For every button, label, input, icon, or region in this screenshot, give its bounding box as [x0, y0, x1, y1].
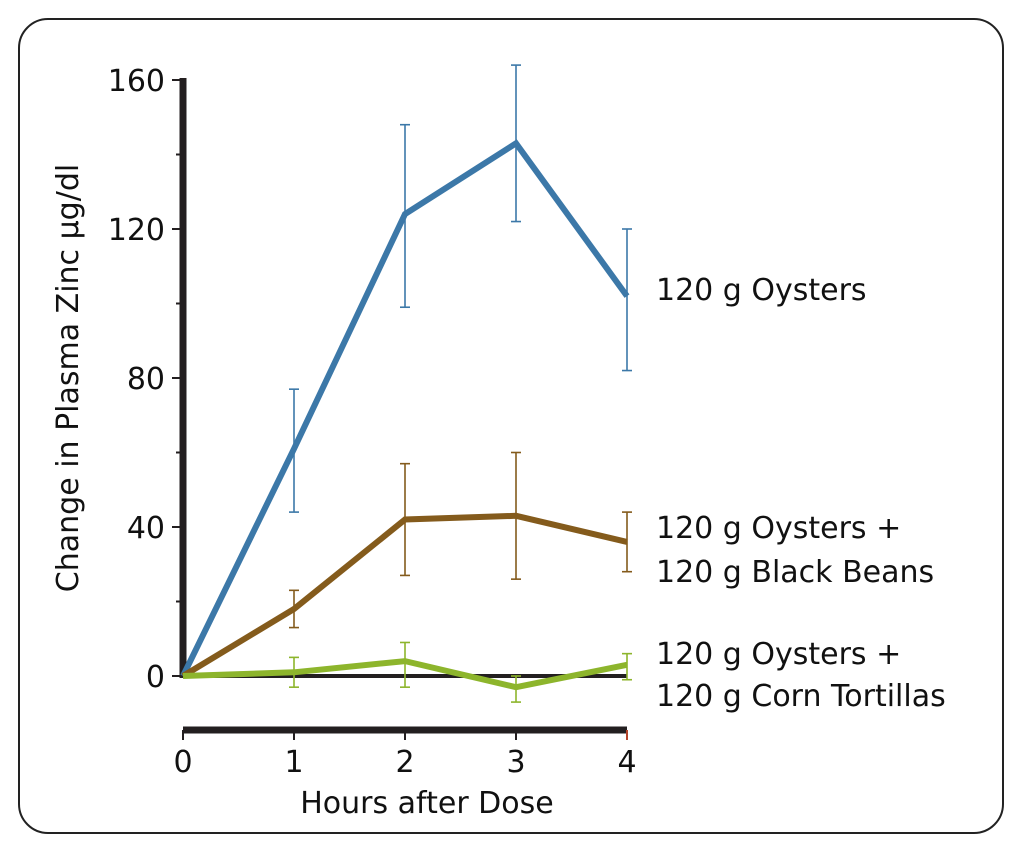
x-tick-label: 2 [395, 745, 414, 780]
series-label: 120 g Black Beans [656, 555, 934, 590]
x-tick-label: 3 [506, 745, 525, 780]
y-tick-label: 40 [127, 511, 165, 546]
series-label: 120 g Oysters + [656, 511, 901, 546]
tick-labels: 0 40 80 120 160 0 1 2 3 4 [108, 64, 637, 780]
y-tick-label: 160 [108, 64, 165, 99]
series-label: 120 g Oysters [656, 273, 867, 308]
x-tick-label: 1 [284, 745, 303, 780]
y-axis-title: Change in Plasma Zinc µg/dl [51, 164, 86, 592]
series-2 [181, 451, 632, 679]
series-3 [182, 641, 632, 703]
x-axis-title: Hours after Dose [300, 786, 553, 821]
x-tick-label: 0 [173, 745, 192, 780]
series-label: 120 g Corn Tortillas [656, 679, 946, 714]
series-1 [180, 64, 632, 678]
y-tick-label: 80 [127, 362, 165, 397]
y-tick-label: 0 [146, 660, 165, 695]
series-label: 120 g Oysters + [656, 637, 901, 672]
series-labels: 120 g Oysters 120 g Oysters + 120 g Black … [656, 273, 946, 714]
x-tick-label: 4 [617, 745, 636, 780]
y-tick-label: 120 [108, 213, 165, 248]
series-group [180, 64, 632, 703]
